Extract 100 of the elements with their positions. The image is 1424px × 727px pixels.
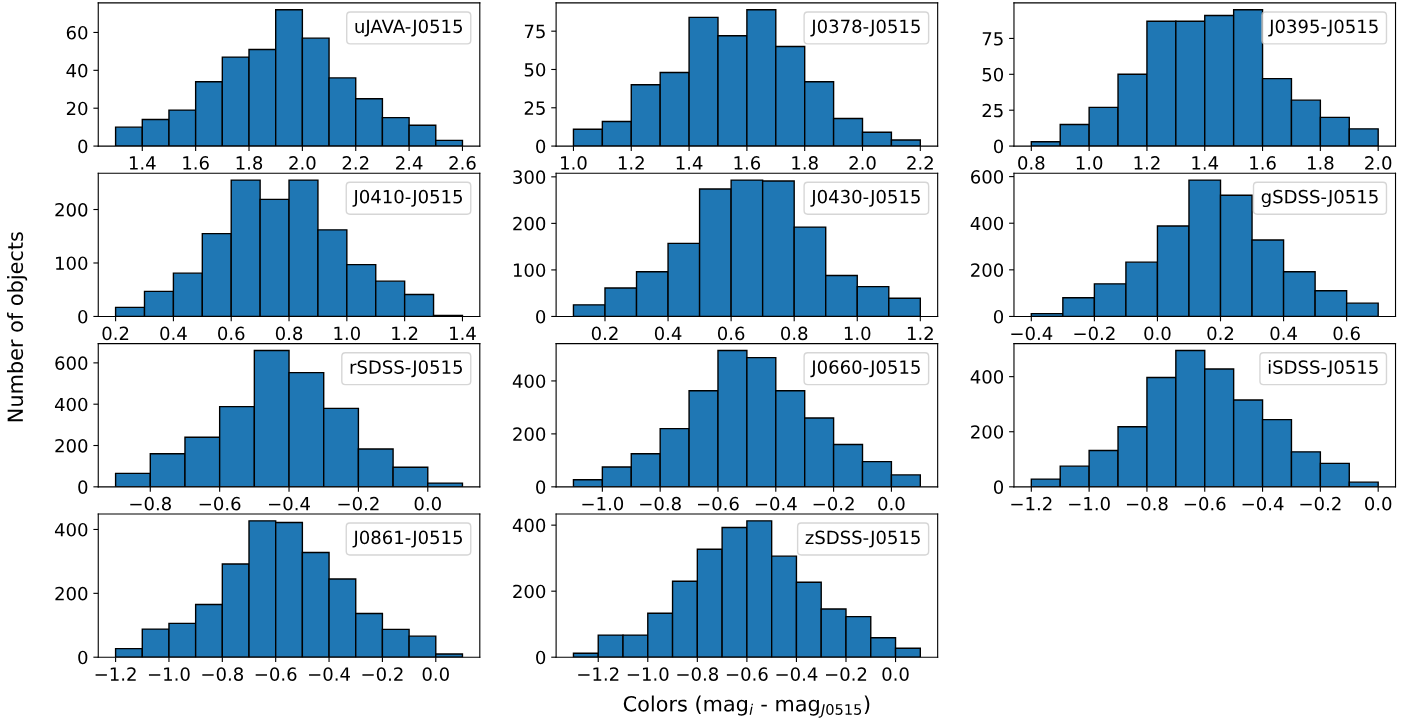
y-tick-label: 200 (55, 438, 88, 453)
y-tick-label: 0 (78, 139, 88, 154)
x-tick-label: 0.6 (717, 326, 745, 341)
x-axis-title: Colors (mag$_{i}$ - mag$_{J0515}$) (623, 695, 870, 718)
x-tick-label: 2.0 (1365, 156, 1392, 170)
x-tick-label: 2.0 (849, 156, 876, 170)
x-tick-label: −1.0 (627, 667, 669, 681)
x-tick-label: 1.2 (1134, 156, 1160, 170)
x-tick-label: −0.4 (755, 496, 797, 511)
y-tick-label: 400 (54, 522, 88, 537)
x-tick-label: 1.2 (392, 326, 418, 340)
x-tick-label: −0.8 (1126, 496, 1168, 511)
y-tick-label: 50 (982, 67, 1004, 82)
x-tick-label: −0.2 (825, 667, 867, 681)
y-tick-label: 0 (536, 480, 546, 494)
x-tick-label: 2.4 (396, 156, 423, 170)
x-tick-label: 1.4 (676, 156, 703, 170)
x-tick-label: 1.4 (1192, 156, 1219, 170)
y-axis-title: Number of objects (7, 232, 28, 422)
series-label: J0410-J0515 (352, 189, 462, 207)
series-label: J0660-J0515 (810, 360, 920, 378)
x-tick-label: 0.0 (882, 667, 909, 681)
series-label: J0395-J0515 (1268, 19, 1378, 37)
x-tick-label: 1.4 (450, 326, 476, 340)
y-tick-label: 200 (513, 584, 546, 599)
x-tick-label: −1.2 (95, 667, 136, 681)
y-tick-label: 300 (513, 170, 546, 184)
y-tick-label: 0 (536, 309, 546, 324)
y-tick-label: 0 (78, 309, 88, 324)
y-tick-label: 0 (78, 480, 88, 494)
y-tick-label: 0 (993, 480, 1004, 494)
x-tick-label: −1.0 (582, 496, 624, 511)
y-tick-label: 200 (513, 216, 546, 231)
x-tick-label: 0.4 (1270, 326, 1297, 341)
x-tick-label: −0.4 (1011, 326, 1053, 341)
y-tick-label: 400 (54, 397, 88, 412)
series-label: zSDSS-J0515 (805, 530, 920, 548)
x-tick-label: 1.0 (844, 326, 871, 341)
y-tick-label: 50 (524, 62, 546, 77)
x-tick-label: 2.2 (907, 156, 933, 170)
x-tick-label: −0.4 (309, 667, 350, 681)
x-tick-label: 1.0 (561, 156, 587, 170)
x-tick-label: 1.2 (618, 156, 644, 170)
x-tick-label: −0.8 (130, 496, 171, 511)
x-tick-label: 0.0 (1144, 326, 1171, 341)
x-tick-label: −0.2 (1300, 496, 1341, 511)
x-tick-label: −0.6 (199, 496, 241, 511)
x-tick-label: −0.2 (362, 667, 403, 681)
x-tick-label: −1.0 (148, 667, 190, 681)
x-tick-label: 1.8 (1307, 156, 1334, 170)
x-tick-label: −0.2 (338, 496, 379, 511)
x-tick-label: 2.6 (449, 156, 476, 170)
x-tick-label: 1.6 (734, 156, 761, 170)
y-tick-label: 200 (55, 202, 88, 217)
x-tick-label: 0.2 (102, 326, 129, 341)
y-tick-label: 40 (66, 63, 88, 78)
x-tick-label: −0.8 (640, 496, 681, 511)
series-label: uJAVA-J0515 (355, 19, 462, 37)
y-tick-label: 0 (993, 139, 1004, 154)
series-label: gSDSS-J0515 (1261, 189, 1378, 208)
x-tick-label: 2.2 (342, 156, 369, 170)
x-tick-label: 1.8 (236, 156, 263, 170)
y-tick-label: 0 (993, 309, 1004, 324)
y-tick-label: 200 (513, 427, 546, 441)
x-tick-label: −0.6 (697, 496, 739, 511)
y-tick-label: 60 (66, 25, 88, 40)
x-tick-label: 0.8 (275, 326, 303, 341)
x-tick-label: −0.6 (255, 667, 297, 681)
series-label: J0861-J0515 (352, 530, 462, 548)
series-label: J0430-J0515 (810, 189, 920, 207)
y-tick-label: 200 (55, 586, 88, 601)
x-tick-label: 0.2 (1207, 326, 1234, 341)
y-tick-label: 400 (970, 216, 1004, 231)
x-tick-label: 0.0 (878, 496, 905, 511)
x-tick-label: 1.6 (1250, 156, 1276, 170)
series-label: J0378-J0515 (810, 19, 920, 37)
x-tick-label: −1.2 (1011, 496, 1052, 511)
x-tick-label: 0.0 (1365, 496, 1392, 511)
x-tick-label: 1.0 (1076, 156, 1103, 170)
y-tick-label: 400 (512, 518, 546, 533)
x-tick-label: 0.0 (422, 667, 449, 681)
y-tick-label: 25 (524, 101, 545, 115)
y-tick-label: 0 (78, 650, 88, 665)
x-tick-label: −0.4 (269, 496, 310, 511)
y-tick-label: 400 (970, 370, 1004, 384)
y-tick-label: 100 (513, 263, 546, 278)
y-tick-label: 100 (56, 256, 88, 271)
x-tick-label: −0.6 (1184, 496, 1226, 511)
x-tick-label: −0.8 (202, 667, 244, 681)
y-tick-label: 200 (971, 425, 1004, 439)
y-tick-label: 20 (66, 101, 88, 116)
y-tick-label: 600 (55, 356, 88, 370)
y-tick-label: 0 (536, 139, 546, 154)
y-tick-label: 200 (971, 263, 1004, 277)
y-tick-label: 400 (512, 374, 546, 389)
x-tick-label: 0.2 (591, 326, 618, 341)
x-tick-label: 0.4 (654, 326, 682, 341)
y-tick-label: 600 (971, 170, 1004, 184)
x-tick-label: −0.4 (1242, 496, 1284, 511)
x-tick-label: 1.6 (183, 156, 209, 170)
